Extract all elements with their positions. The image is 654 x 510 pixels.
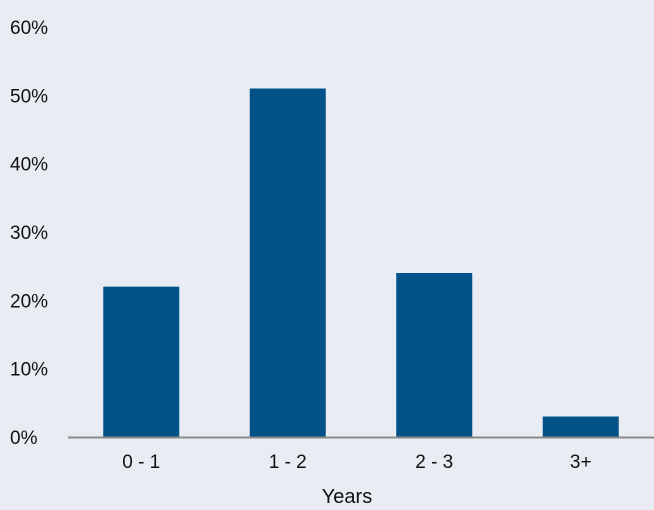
y-tick-label: 0%: [10, 428, 38, 449]
y-tick-label: 10%: [10, 360, 48, 381]
y-tick-label: 60%: [10, 18, 48, 39]
x-tick-label: 0 - 1: [122, 452, 160, 473]
x-tick-label: 1 - 2: [269, 452, 307, 473]
bar: [249, 88, 326, 437]
x-axis-title: Years: [322, 486, 372, 508]
y-tick-label: 30%: [10, 223, 48, 244]
y-axis-ticks: 0% 10% 20% 30% 40% 50% 60%: [10, 18, 48, 449]
bar: [396, 273, 473, 437]
x-axis-ticks: 0 - 1 1 - 2 2 - 3 3+: [122, 452, 591, 473]
bar: [542, 416, 619, 437]
y-tick-label: 50%: [10, 86, 48, 107]
x-tick-label: 2 - 3: [415, 452, 453, 473]
bars: [103, 88, 619, 437]
y-tick-label: 20%: [10, 291, 48, 312]
y-tick-label: 40%: [10, 155, 48, 176]
bar: [103, 286, 180, 437]
x-tick-label: 3+: [570, 452, 592, 473]
